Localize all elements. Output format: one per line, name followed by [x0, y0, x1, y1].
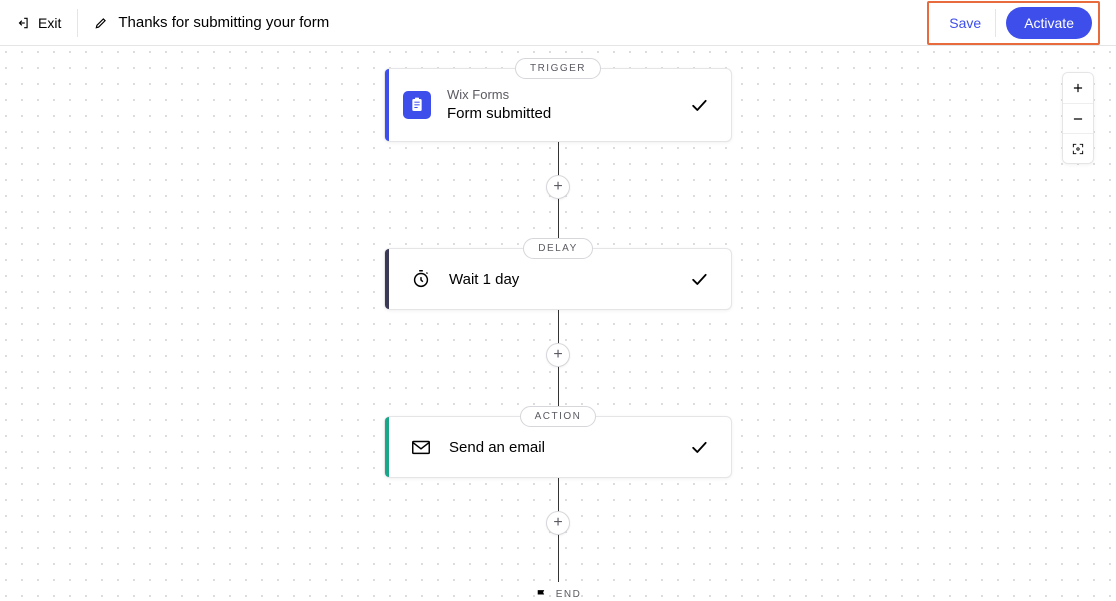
exit-button[interactable]: Exit [16, 9, 78, 37]
connector [558, 142, 559, 176]
exit-label: Exit [38, 15, 61, 31]
check-icon [689, 95, 709, 115]
add-step-button[interactable]: + [546, 343, 570, 367]
check-icon [689, 437, 709, 457]
connector [558, 478, 559, 512]
save-button[interactable]: Save [935, 9, 996, 37]
trigger-subtitle: Wix Forms [447, 87, 689, 104]
delay-accent [385, 249, 389, 309]
add-step-button[interactable]: + [546, 175, 570, 199]
trigger-accent [385, 69, 389, 141]
action-text: Send an email [449, 438, 689, 458]
connector [558, 534, 559, 582]
trigger-title: Form submitted [447, 104, 689, 124]
end-label: END [556, 589, 582, 600]
rename-icon [94, 16, 108, 30]
flow: TRIGGER Wix Forms Form submitted [384, 58, 732, 601]
delay-text: Wait 1 day [449, 270, 689, 290]
connector [558, 198, 559, 238]
automation-title: Thanks for submitting your form [118, 14, 329, 31]
action-accent [385, 417, 389, 477]
exit-icon [16, 16, 30, 30]
action-pill: ACTION [520, 406, 597, 427]
end-marker: END [535, 588, 582, 601]
trigger-pill: TRIGGER [515, 58, 601, 79]
clock-icon [409, 267, 433, 291]
zoom-fit-button[interactable] [1063, 133, 1093, 163]
zoom-in-button[interactable] [1063, 73, 1093, 103]
connector [558, 310, 559, 344]
activate-button[interactable]: Activate [1006, 7, 1092, 39]
trigger-text: Wix Forms Form submitted [447, 87, 689, 123]
wix-forms-icon [403, 91, 431, 119]
save-activate-group: Save Activate [927, 1, 1100, 45]
add-step-button[interactable]: + [546, 511, 570, 535]
delay-pill: DELAY [523, 238, 593, 259]
topbar: Exit Thanks for submitting your form Sav… [0, 0, 1116, 46]
mail-icon [409, 435, 433, 459]
trigger-node[interactable]: Wix Forms Form submitted [384, 68, 732, 142]
zoom-out-button[interactable] [1063, 103, 1093, 133]
canvas[interactable]: TRIGGER Wix Forms Form submitted [0, 46, 1116, 601]
delay-title: Wait 1 day [449, 270, 689, 290]
flag-icon [535, 588, 548, 601]
action-title: Send an email [449, 438, 689, 458]
check-icon [689, 269, 709, 289]
connector [558, 366, 559, 406]
title-wrap[interactable]: Thanks for submitting your form [78, 14, 329, 31]
zoom-controls [1062, 72, 1094, 164]
